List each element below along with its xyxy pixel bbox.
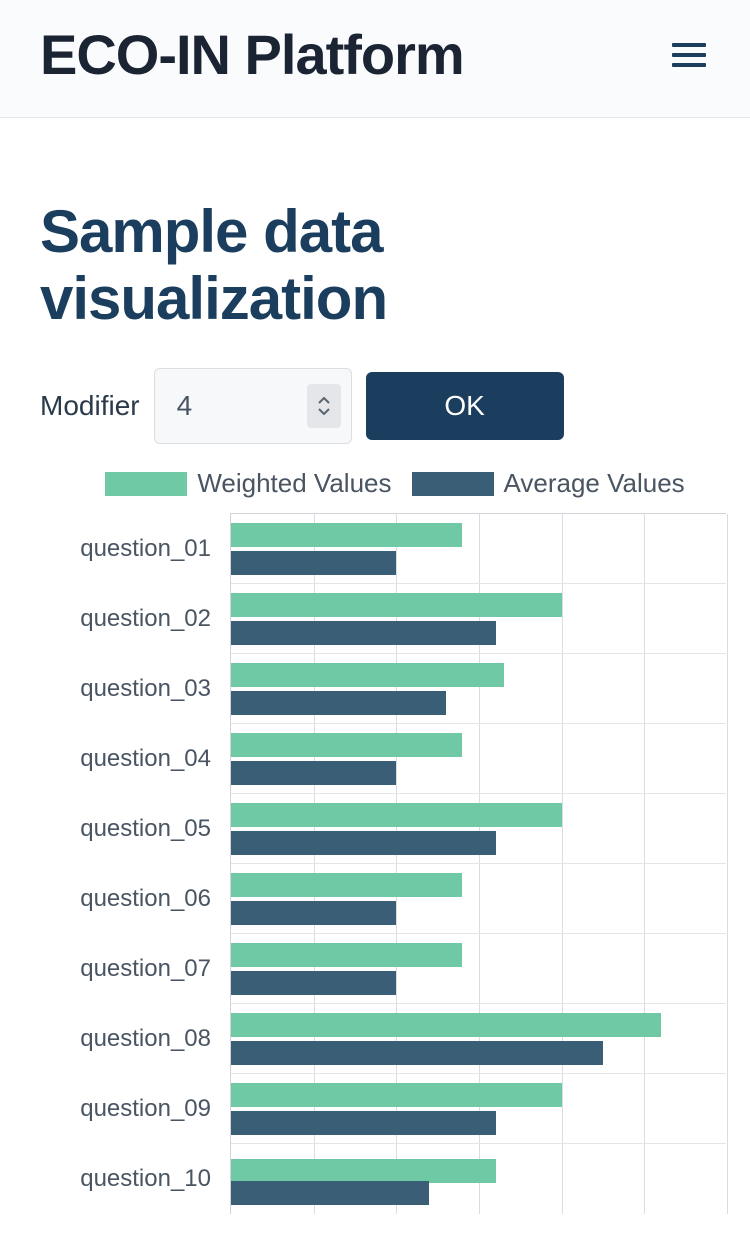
category-label: question_04 xyxy=(41,724,221,793)
chart-row: question_05 xyxy=(231,794,726,864)
category-label: question_03 xyxy=(41,654,221,723)
bar-average[interactable] xyxy=(231,1041,603,1065)
chart-legend: Weighted Values Average Values xyxy=(40,468,710,499)
ok-button[interactable]: OK xyxy=(366,372,564,440)
chart-row: question_04 xyxy=(231,724,726,794)
category-label: question_10 xyxy=(41,1144,221,1214)
bar-average[interactable] xyxy=(231,551,396,575)
chart-row: question_01 xyxy=(231,514,726,584)
bar-average[interactable] xyxy=(231,831,496,855)
modifier-label: Modifier xyxy=(40,390,140,422)
legend-swatch-weighted xyxy=(105,472,187,496)
bar-weighted[interactable] xyxy=(231,803,562,827)
brand-title: ECO-IN Platform xyxy=(40,22,464,87)
legend-item-average[interactable]: Average Values xyxy=(412,468,685,499)
chevron-down-icon[interactable] xyxy=(318,407,330,415)
category-label: question_05 xyxy=(41,794,221,863)
category-label: question_09 xyxy=(41,1074,221,1143)
legend-label-average: Average Values xyxy=(504,468,685,499)
app-header: ECO-IN Platform xyxy=(0,0,750,118)
chart-row: question_10 xyxy=(231,1144,726,1214)
legend-label-weighted: Weighted Values xyxy=(197,468,391,499)
category-label: question_07 xyxy=(41,934,221,1003)
bar-weighted[interactable] xyxy=(231,593,562,617)
bar-weighted[interactable] xyxy=(231,1159,496,1183)
bar-average[interactable] xyxy=(231,901,396,925)
modifier-stepper[interactable]: 4 xyxy=(154,368,352,444)
bar-weighted[interactable] xyxy=(231,523,462,547)
bar-average[interactable] xyxy=(231,691,446,715)
chart-row: question_08 xyxy=(231,1004,726,1074)
bar-average[interactable] xyxy=(231,761,396,785)
controls-row: Modifier 4 OK xyxy=(40,368,710,444)
bar-weighted[interactable] xyxy=(231,1013,661,1037)
chevron-up-icon[interactable] xyxy=(318,397,330,405)
stepper-buttons[interactable] xyxy=(307,384,341,428)
plot-area: question_01question_02question_03questio… xyxy=(230,513,726,1214)
category-label: question_01 xyxy=(41,514,221,583)
chart-row: question_03 xyxy=(231,654,726,724)
category-label: question_06 xyxy=(41,864,221,933)
legend-item-weighted[interactable]: Weighted Values xyxy=(105,468,391,499)
chart-row: question_02 xyxy=(231,584,726,654)
page-title: Sample data visualization xyxy=(40,198,710,332)
chart-row: question_07 xyxy=(231,934,726,1004)
bar-weighted[interactable] xyxy=(231,943,462,967)
bar-average[interactable] xyxy=(231,621,496,645)
bar-weighted[interactable] xyxy=(231,1083,562,1107)
bar-average[interactable] xyxy=(231,1111,496,1135)
bar-average[interactable] xyxy=(231,1181,429,1205)
chart-row: question_06 xyxy=(231,864,726,934)
modifier-value: 4 xyxy=(177,390,193,422)
chart-row: question_09 xyxy=(231,1074,726,1144)
bar-weighted[interactable] xyxy=(231,663,504,687)
category-label: question_08 xyxy=(41,1004,221,1073)
legend-swatch-average xyxy=(412,472,494,496)
bar-chart: question_01question_02question_03questio… xyxy=(40,513,710,1214)
category-label: question_02 xyxy=(41,584,221,653)
bar-average[interactable] xyxy=(231,971,396,995)
bar-weighted[interactable] xyxy=(231,733,462,757)
bar-weighted[interactable] xyxy=(231,873,462,897)
main-content: Sample data visualization Modifier 4 OK … xyxy=(0,118,750,1214)
menu-icon[interactable] xyxy=(668,35,710,75)
